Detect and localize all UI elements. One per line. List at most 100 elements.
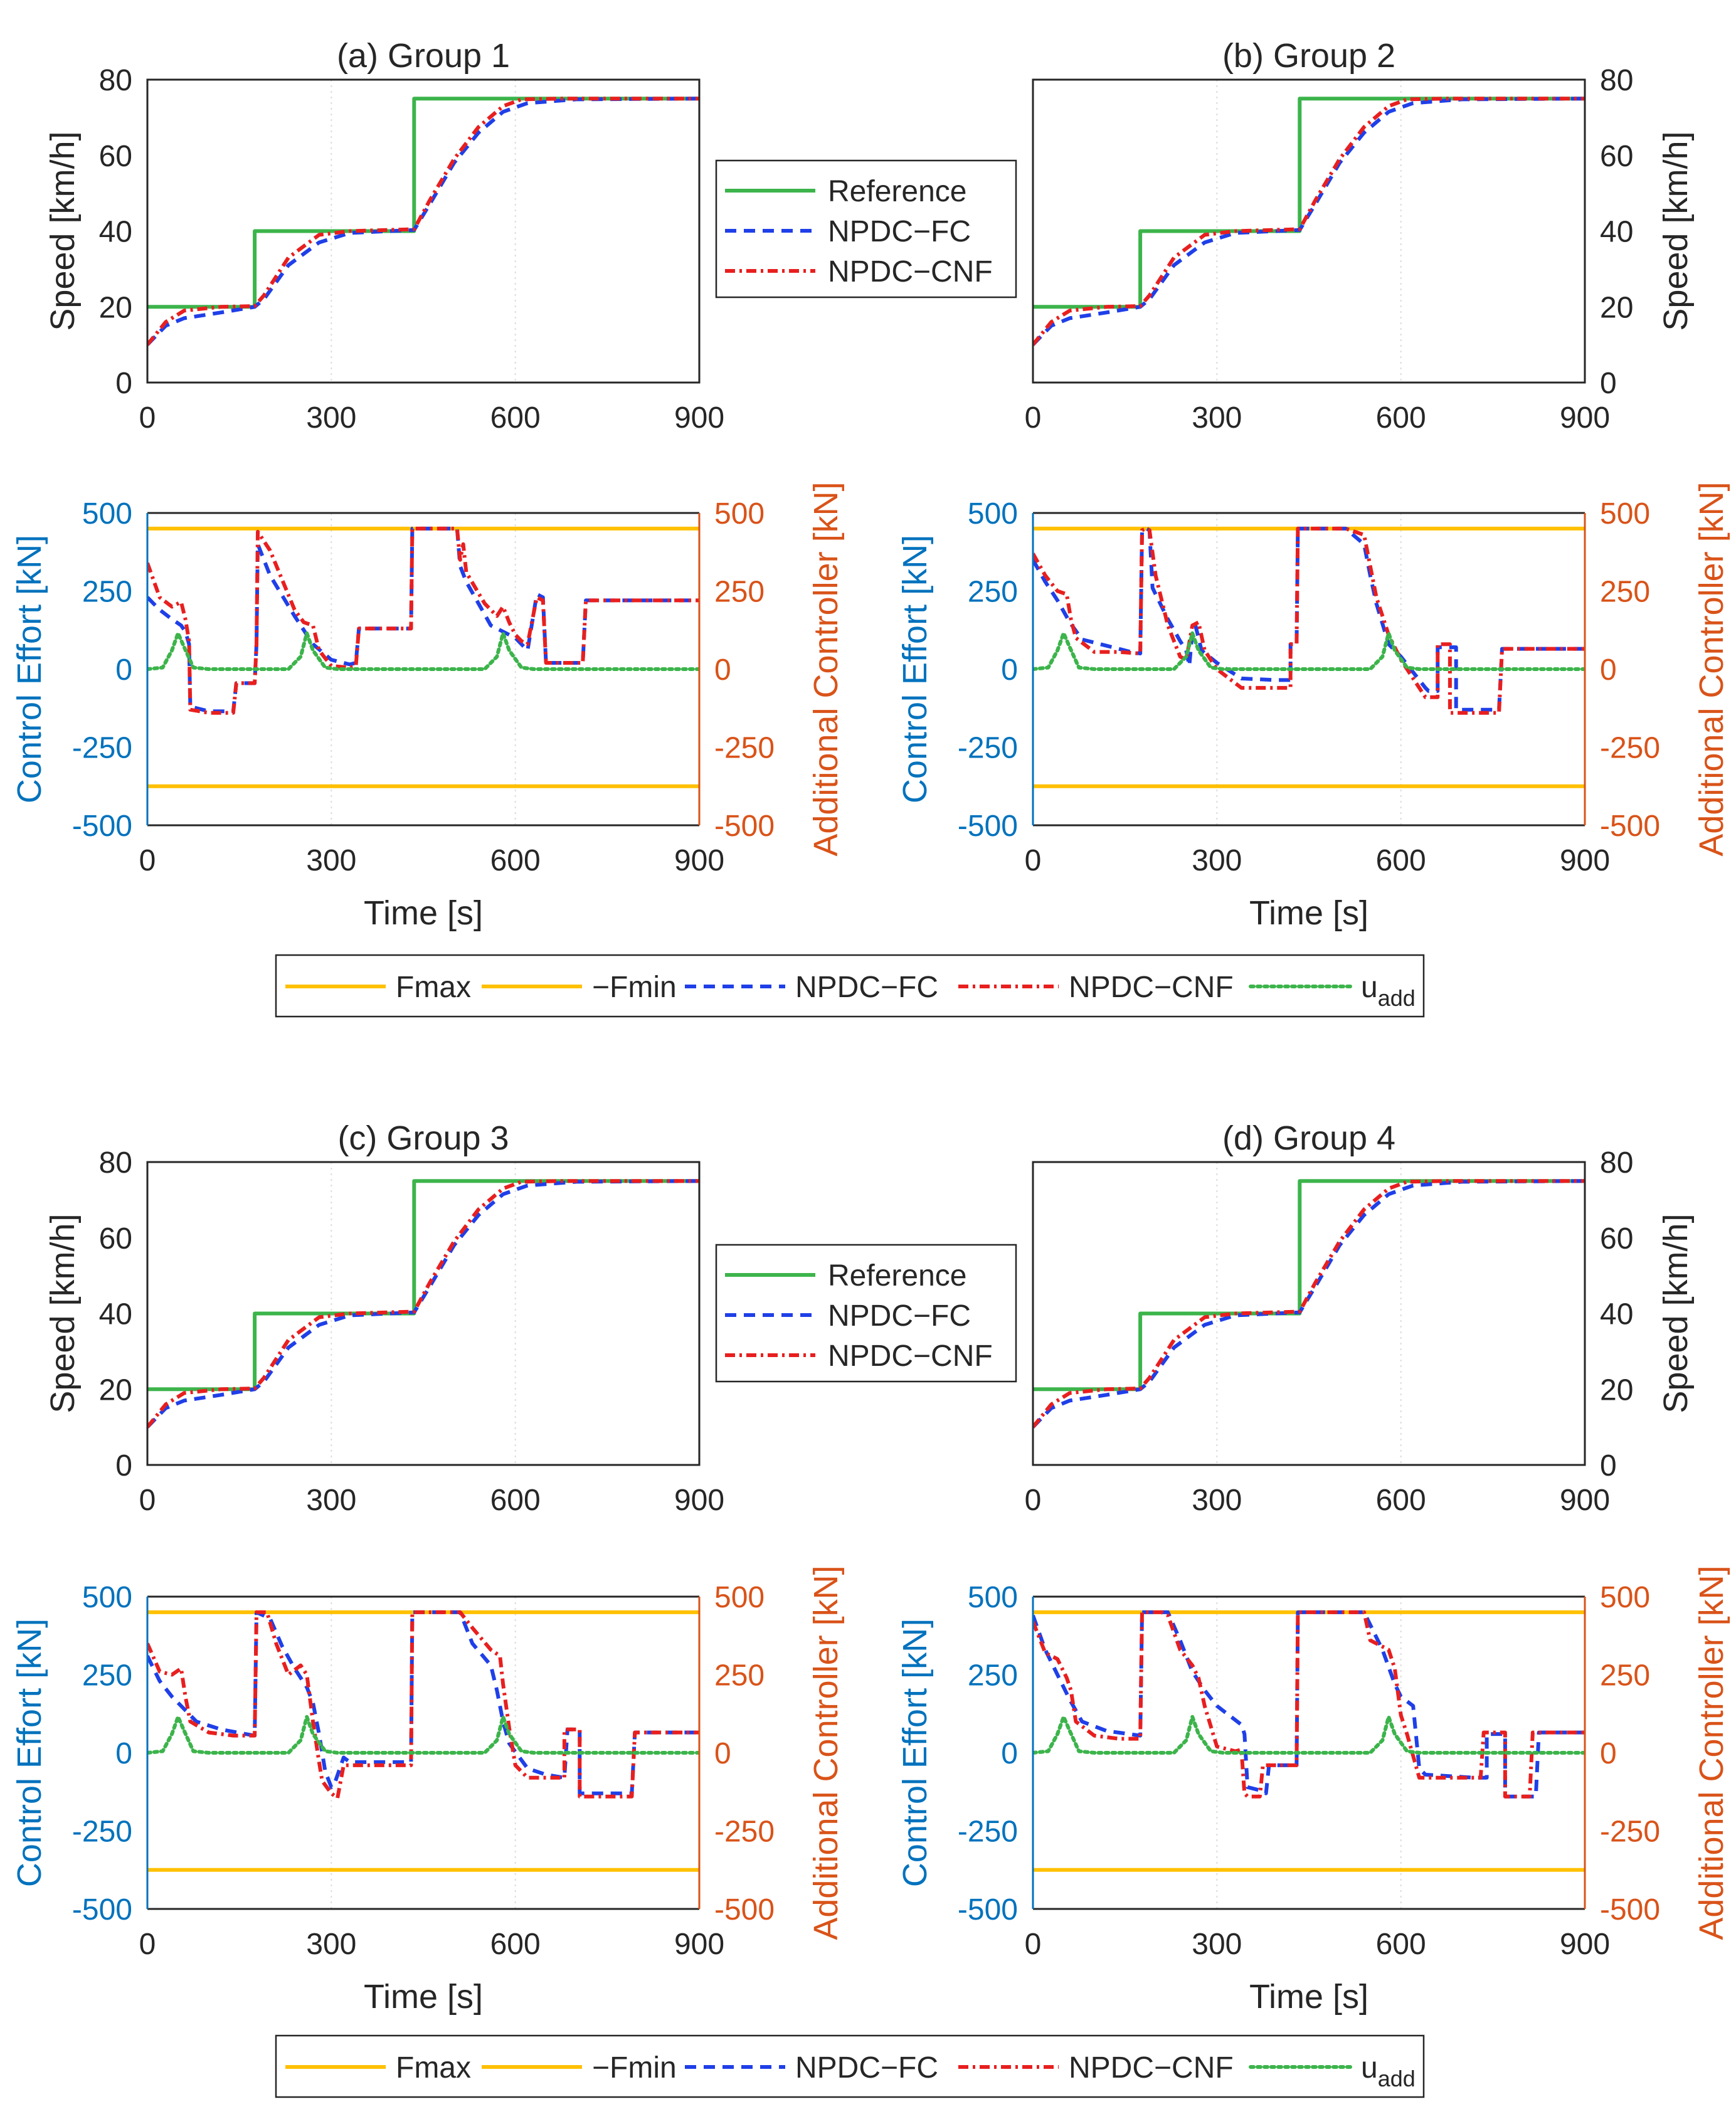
group-4-speed-series-npdc-cnf <box>1033 1179 1585 1429</box>
group-3-speed-xtick-label: 900 <box>674 1484 724 1517</box>
group-1-effort-xtick-label: 300 <box>306 844 356 877</box>
group-2-speed-ytick-label: 20 <box>1600 291 1633 324</box>
group-4-effort-ytick-left-label: -250 <box>958 1815 1018 1849</box>
speed-legend-label: NPDC−FC <box>828 215 971 248</box>
group-2-speed-ytick-label: 40 <box>1600 216 1633 249</box>
group-4-effort-ytick-right-label: 250 <box>1600 1659 1650 1693</box>
group-3-effort-ytick-right-label: 500 <box>714 1581 765 1614</box>
group-1-effort-ytick-left-label: 0 <box>115 653 132 687</box>
group-1-effort-ytick-right-label: -500 <box>714 810 775 843</box>
effort-legend-label: NPDC−FC <box>795 971 938 1004</box>
group-2-effort-ytick-right-label: 500 <box>1600 497 1650 531</box>
group-2-speed-ytick-label: 60 <box>1600 140 1633 173</box>
group-1-speed-xtick-label: 600 <box>490 401 541 435</box>
group-4-effort-ylabel-left: Control Effort [kN] <box>896 1619 934 1887</box>
group-1-effort-ytick-left-label: -500 <box>72 810 132 843</box>
group-3-speed-xtick-label: 600 <box>490 1484 541 1517</box>
group-1-effort-ylabel-left: Control Effort [kN] <box>11 535 48 803</box>
effort-legend-label: NPDC−CNF <box>1069 2051 1234 2085</box>
speed-legend-label: NPDC−CNF <box>828 1340 993 1373</box>
group-4-title: (d) Group 4 <box>1222 1119 1395 1157</box>
speed-legend-2: Reference NPDC−FC NPDC−CNF <box>715 1244 1017 1383</box>
group-3-effort-series-u-add <box>147 1715 699 1755</box>
group-4-effort-ytick-left-label: -500 <box>958 1893 1018 1926</box>
group-4-effort-xtick-label: 600 <box>1376 1928 1426 1961</box>
group-3-speed-xtick-label: 0 <box>139 1484 156 1517</box>
group-1-effort-series-npdc-cnf <box>147 526 699 715</box>
group-2-speed-series-npdc-cnf <box>1033 97 1585 346</box>
group-1-effort-series-u-add <box>147 631 699 671</box>
group-2-speed-xtick-label: 0 <box>1025 401 1042 435</box>
group-3-speed-ytick-label: 80 <box>99 1146 132 1180</box>
group-3-effort-ylabel-left: Control Effort [kN] <box>11 1619 48 1887</box>
group-4-effort-ytick-right-label: -250 <box>1600 1815 1660 1849</box>
effort-legend-2: Fmax −Fmin NPDC−FC NPDC−CNF uadd <box>275 2034 1425 2098</box>
group-2-effort-xlabel: Time [s] <box>1249 894 1368 932</box>
group-4-effort-xtick-label: 900 <box>1560 1928 1610 1961</box>
group-4-effort-ytick-right-label: 500 <box>1600 1581 1650 1614</box>
group-3-effort-xtick-label: 900 <box>674 1928 724 1961</box>
effort-legend-label: NPDC−CNF <box>1069 971 1234 1004</box>
group-4-effort-xlabel: Time [s] <box>1249 1978 1368 2016</box>
group-3-speed-chart: (c) Group 3 0 300 600 900 0 20 40 60 80 Speed [km/… <box>44 1119 724 1517</box>
group-4-effort-ytick-left-label: 500 <box>968 1581 1018 1614</box>
group-3-speed-ytick-label: 0 <box>115 1449 132 1482</box>
speed-legend-label: Reference <box>828 1259 966 1292</box>
group-2-effort-ytick-left-label: 500 <box>968 497 1018 531</box>
group-1-speed-ytick-label: 40 <box>99 216 132 249</box>
group-1-speed-ytick-label: 80 <box>99 64 132 97</box>
group-2-speed-xtick-label: 300 <box>1192 401 1242 435</box>
group-1-effort-chart: 0 300 600 900-500-2500250500-500-2500250500… <box>11 482 845 932</box>
group-4-effort-series-npdc-cnf <box>1033 1610 1585 1799</box>
group-3-effort-ytick-right-label: 250 <box>714 1659 765 1693</box>
group-2-effort-xtick-label: 300 <box>1192 844 1242 877</box>
group-1-effort-ytick-right-label: 500 <box>714 497 765 531</box>
group-1-effort-ytick-right-label: 250 <box>714 576 765 609</box>
group-1-effort-grid <box>331 513 516 825</box>
group-4-effort-ylabel-right: Additional Controller [kN] <box>1693 1565 1730 1940</box>
group-1-effort-xtick-label: 900 <box>674 844 724 877</box>
group-1-speed-ytick-label: 20 <box>99 291 132 324</box>
group-3-effort-xlabel: Time [s] <box>364 1978 483 2016</box>
group-4-speed-xtick-label: 900 <box>1560 1484 1610 1517</box>
group-1-speed-xtick-label: 300 <box>306 401 356 435</box>
group-2-effort-xtick-label: 900 <box>1560 844 1610 877</box>
group-1-effort-ytick-right-label: -250 <box>714 732 775 765</box>
speed-legend-label: NPDC−FC <box>828 1299 971 1333</box>
group-2-speed-ytick-label: 0 <box>1600 367 1617 400</box>
group-3-effort-ylabel-right: Additional Controller [kN] <box>807 1565 845 1940</box>
effort-legend-label: Fmax <box>396 2051 471 2085</box>
group-3-effort-ytick-left-label: -500 <box>72 1893 132 1926</box>
speed-legend-label: Reference <box>828 175 966 208</box>
group-4-effort-ytick-right-label: -500 <box>1600 1893 1660 1926</box>
effort-legend-label: −Fmin <box>592 971 677 1004</box>
group-3-effort-ytick-left-label: 500 <box>82 1581 132 1614</box>
group-2-effort-ytick-right-label: -500 <box>1600 810 1660 843</box>
group-3-effort-ytick-right-label: -500 <box>714 1893 775 1926</box>
group-1-effort-ytick-left-label: 500 <box>82 497 132 531</box>
group-4-speed-ytick-label: 0 <box>1600 1449 1617 1482</box>
group-1-speed-chart: (a) Group 1 0 300 600 900 0 20 40 60 80 Speed [km/… <box>44 37 724 435</box>
effort-legend-label: NPDC−FC <box>795 2051 938 2085</box>
group-4-speed-xtick-label: 600 <box>1376 1484 1426 1517</box>
group-2-effort-series-u-add <box>1033 631 1585 671</box>
group-2-speed-xtick-label: 600 <box>1376 401 1426 435</box>
group-4-effort-xtick-label: 300 <box>1192 1928 1242 1961</box>
group-1-speed-ylabel: Speed [km/h] <box>44 131 82 330</box>
group-3-speed-xtick-label: 300 <box>306 1484 356 1517</box>
group-3-effort-xtick-label: 0 <box>139 1928 156 1961</box>
group-3-effort-xtick-label: 600 <box>490 1928 541 1961</box>
group-3-speed-ytick-label: 20 <box>99 1373 132 1407</box>
group-1-effort-ytick-right-label: 0 <box>714 653 731 687</box>
group-2-effort-series-npdc-fc <box>1033 526 1585 712</box>
group-2-effort-ytick-left-label: -500 <box>958 810 1018 843</box>
group-2-effort-ytick-right-label: 0 <box>1600 653 1617 687</box>
group-4-effort-series-u-add <box>1033 1715 1585 1755</box>
group-4-speed-ytick-label: 40 <box>1600 1298 1633 1331</box>
group-2-effort-ytick-left-label: 0 <box>1001 653 1018 687</box>
effort-legend-label: −Fmin <box>592 2051 677 2085</box>
group-3-effort-ytick-left-label: 250 <box>82 1659 132 1693</box>
group-2-effort-ytick-right-label: 250 <box>1600 576 1650 609</box>
group-3-speed-ytick-label: 60 <box>99 1222 132 1255</box>
